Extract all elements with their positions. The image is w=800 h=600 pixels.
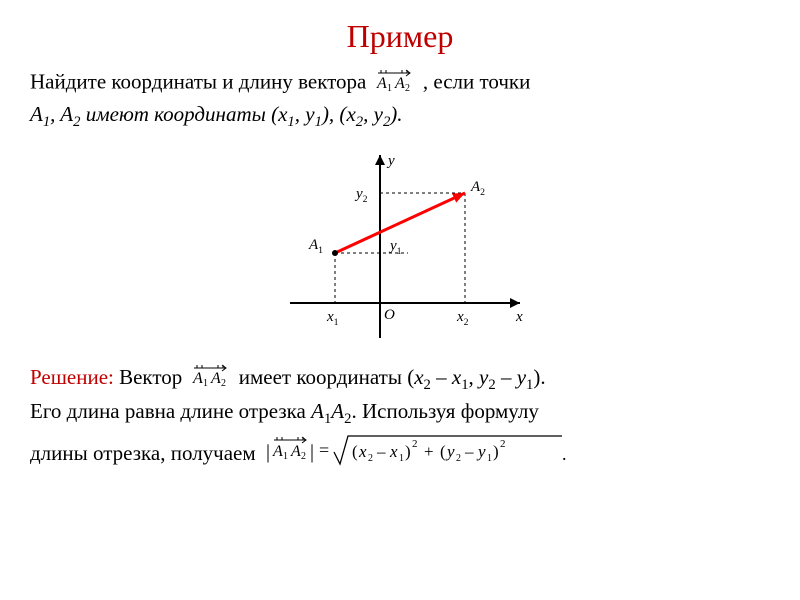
svg-text:–: –: [376, 442, 386, 461]
solution-label: Решение:: [30, 365, 114, 389]
svg-text:x1: x1: [326, 309, 339, 328]
svg-text:A: A: [272, 443, 283, 460]
svg-text:A: A: [376, 75, 387, 92]
problem-text-1: Найдите координаты и длину вектора: [30, 69, 372, 93]
diagram-container: Ox y A1 A2 x1 x2 y2 y1: [30, 143, 770, 358]
solution-text-1b: имеет координаты (x2 – x1, y2 – y1).: [239, 365, 546, 389]
svg-text:A1: A1: [308, 237, 323, 256]
svg-text:(: (: [440, 442, 446, 461]
svg-text:y: y: [386, 153, 395, 169]
svg-text:1: 1: [387, 83, 392, 93]
svg-text:y: y: [445, 442, 455, 461]
svg-text:y: y: [476, 442, 486, 461]
solution-block: Решение: Вектор A 1 A 2 имеет координаты…: [30, 362, 770, 478]
svg-text:+: +: [424, 442, 434, 461]
svg-text:x: x: [358, 442, 367, 461]
svg-text:2: 2: [368, 453, 373, 464]
length-formula: | A 1 A 2 | = ( x 2 –: [262, 430, 572, 478]
svg-text:2: 2: [412, 438, 418, 450]
svg-text:2: 2: [221, 378, 226, 388]
svg-text:1: 1: [399, 453, 404, 464]
problem-text-3: A1, A2 имеют координаты (x1, y1), (x2, y…: [30, 102, 403, 126]
svg-text:): ): [405, 442, 411, 461]
vector-a1a2-inline-1: A 1 A 2: [374, 67, 416, 100]
svg-text:A: A: [394, 75, 405, 92]
svg-text:2: 2: [405, 83, 410, 93]
vector-a1a2-inline-2: A 1 A 2: [190, 362, 232, 396]
solution-text-2: Его длина равна длине отрезка A1A2. Испо…: [30, 397, 770, 430]
svg-text:x: x: [515, 309, 523, 325]
svg-text:=: =: [319, 440, 329, 460]
svg-text:–: –: [464, 442, 474, 461]
svg-text:A: A: [192, 370, 203, 387]
problem-statement: Найдите координаты и длину вектора A 1 A…: [30, 67, 770, 133]
svg-text:|: |: [266, 441, 270, 463]
svg-text:y2: y2: [354, 186, 368, 205]
svg-text:1: 1: [283, 451, 288, 462]
svg-text:A: A: [210, 370, 221, 387]
svg-text:2: 2: [500, 438, 506, 450]
coordinate-diagram: Ox y A1 A2 x1 x2 y2 y1: [270, 143, 530, 353]
solution-text-1a: Вектор: [119, 365, 187, 389]
svg-text:O: O: [384, 307, 395, 323]
svg-text:1: 1: [487, 453, 492, 464]
svg-text:): ): [493, 442, 499, 461]
svg-text:2: 2: [301, 451, 306, 462]
svg-text:.: .: [562, 444, 567, 464]
svg-text:x2: x2: [456, 309, 469, 328]
svg-text:2: 2: [456, 453, 461, 464]
svg-text:A2: A2: [470, 179, 485, 198]
svg-text:A: A: [290, 443, 301, 460]
svg-text:1: 1: [203, 378, 208, 388]
svg-text:x: x: [389, 442, 398, 461]
problem-text-2: , если точки: [423, 69, 531, 93]
solution-text-3: длины отрезка, получаем: [30, 439, 256, 468]
svg-text:y1: y1: [388, 238, 402, 257]
slide-title: Пример: [30, 18, 770, 55]
svg-text:|: |: [310, 441, 314, 463]
svg-text:(: (: [352, 442, 358, 461]
